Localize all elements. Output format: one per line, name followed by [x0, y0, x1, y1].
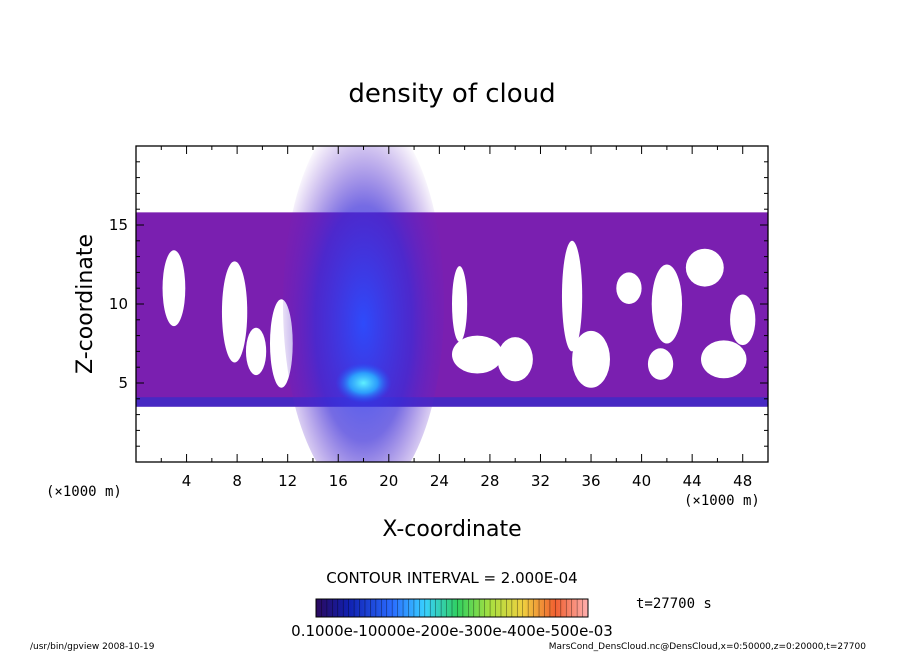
x-tick-label: 36	[581, 472, 600, 490]
footer-program: /usr/bin/gpview 2008-10-19	[30, 642, 155, 652]
density-peak	[335, 363, 392, 403]
y-tick-label: 5	[118, 374, 128, 392]
x-unit-label-right: (×1000 m)	[684, 493, 760, 509]
clear-gap	[647, 348, 674, 380]
x-tick-label: 12	[278, 472, 297, 490]
clear-gap	[245, 327, 267, 376]
y-axis: 5 10 15	[109, 161, 768, 447]
x-tick-label: 8	[232, 472, 242, 490]
clear-gap	[162, 250, 186, 327]
colorbar-labels: 0.1000e-10000e-200e-300e-400e-500e-03	[291, 622, 613, 640]
x-tick-label: 44	[683, 472, 702, 490]
x-tick-label: 4	[182, 472, 192, 490]
x-tick-label: 24	[430, 472, 449, 490]
x-tick-label: 48	[733, 472, 752, 490]
cloud-base-band	[136, 397, 768, 407]
clear-gap	[685, 248, 724, 287]
clear-sky-gaps	[162, 240, 756, 388]
x-axis-title: X-coordinate	[382, 517, 521, 542]
contour-interval: CONTOUR INTERVAL = 2.000E-04	[326, 569, 577, 587]
clear-gap	[730, 294, 756, 346]
y-tick-label: 10	[109, 295, 128, 313]
clear-gap	[651, 264, 683, 344]
convective-core	[282, 146, 445, 462]
clear-gap	[452, 266, 468, 342]
x-tick-label: 16	[329, 472, 348, 490]
clear-gap	[221, 261, 248, 363]
chart-title: density of cloud	[348, 79, 555, 109]
y-axis-title: Z-coordinate	[73, 234, 98, 374]
x-tick-label: 32	[531, 472, 550, 490]
x-tick-label: 40	[632, 472, 651, 490]
clear-gap	[452, 335, 503, 374]
time-label: t=27700 s	[636, 596, 712, 612]
x-tick-label: 28	[480, 472, 499, 490]
footer-source: MarsCond_DensCloud.nc@DensCloud,x=0:5000…	[548, 642, 866, 652]
clear-gap	[701, 340, 747, 379]
x-tick-label: 20	[379, 472, 398, 490]
colorbar-ticks	[321, 599, 583, 617]
clear-gap	[572, 330, 610, 388]
clear-gap	[497, 337, 533, 382]
x-axis: 4 8 12 16 20 24 28 32 36 40 44 48	[160, 146, 752, 490]
clear-gap	[616, 272, 642, 305]
plot-field	[136, 146, 768, 462]
x-unit-label-left: (×1000 m)	[46, 484, 122, 500]
clear-gap	[561, 240, 583, 352]
y-tick-label: 15	[109, 216, 128, 234]
